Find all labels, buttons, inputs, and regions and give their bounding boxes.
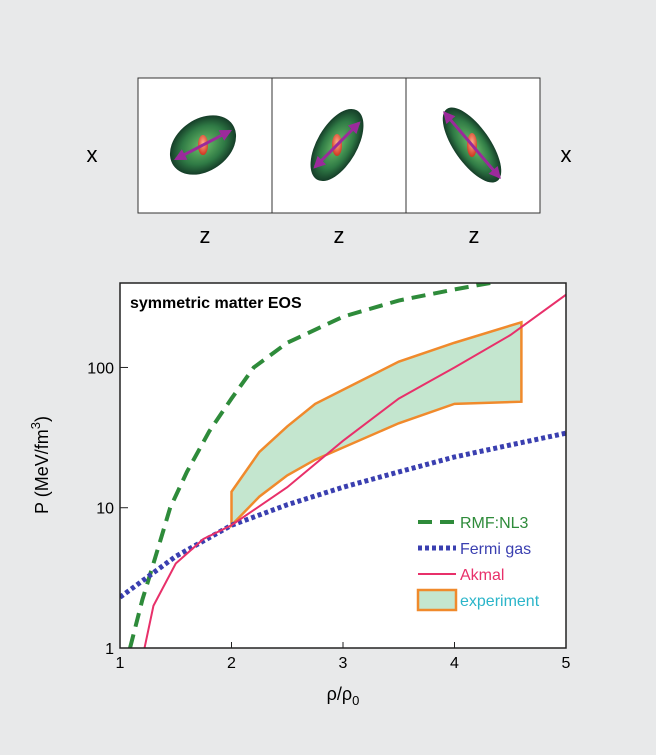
x-axis-label: ρ/ρ0	[327, 684, 360, 708]
axis-label: z	[200, 223, 211, 248]
axis-label: x	[87, 142, 98, 167]
x-tick-label: 5	[562, 655, 571, 672]
x-label-main: ρ/ρ	[327, 684, 352, 704]
legend-label: Fermi gas	[460, 541, 531, 558]
panels: x x z z z	[87, 77, 572, 248]
y-tick-label: 100	[87, 360, 114, 377]
nucleus	[310, 108, 364, 182]
experiment-band	[230, 320, 523, 529]
series-line	[143, 293, 566, 648]
x-tick-label: 2	[227, 655, 236, 672]
x-tick-label: 3	[339, 655, 348, 672]
y-tick-label: 10	[96, 501, 114, 518]
series-line	[128, 283, 491, 648]
axis-label: z	[469, 223, 480, 248]
y-axis-label: P (MeV/fm3)	[28, 416, 52, 514]
series-group	[120, 283, 566, 648]
plot	[120, 283, 566, 648]
legend-label: RMF:NL3	[460, 515, 529, 532]
y-label-main: P (MeV/fm	[32, 429, 52, 514]
x-tick-label: 1	[116, 655, 125, 672]
nucleus	[169, 115, 237, 175]
chart-title: symmetric matter EOS	[130, 295, 302, 312]
y-tick-label: 1	[105, 641, 114, 658]
legend-swatch	[416, 588, 458, 612]
y-label-end: )	[32, 416, 52, 422]
axis-label: x	[561, 142, 572, 167]
y-label-sup: 3	[28, 422, 43, 429]
nucleus	[442, 107, 502, 183]
x-tick-label: 4	[450, 655, 459, 672]
legend-label: Akmal	[460, 567, 504, 584]
legend-label: experiment	[460, 593, 540, 610]
axis-label: z	[334, 223, 345, 248]
x-label-sub: 0	[352, 693, 359, 708]
